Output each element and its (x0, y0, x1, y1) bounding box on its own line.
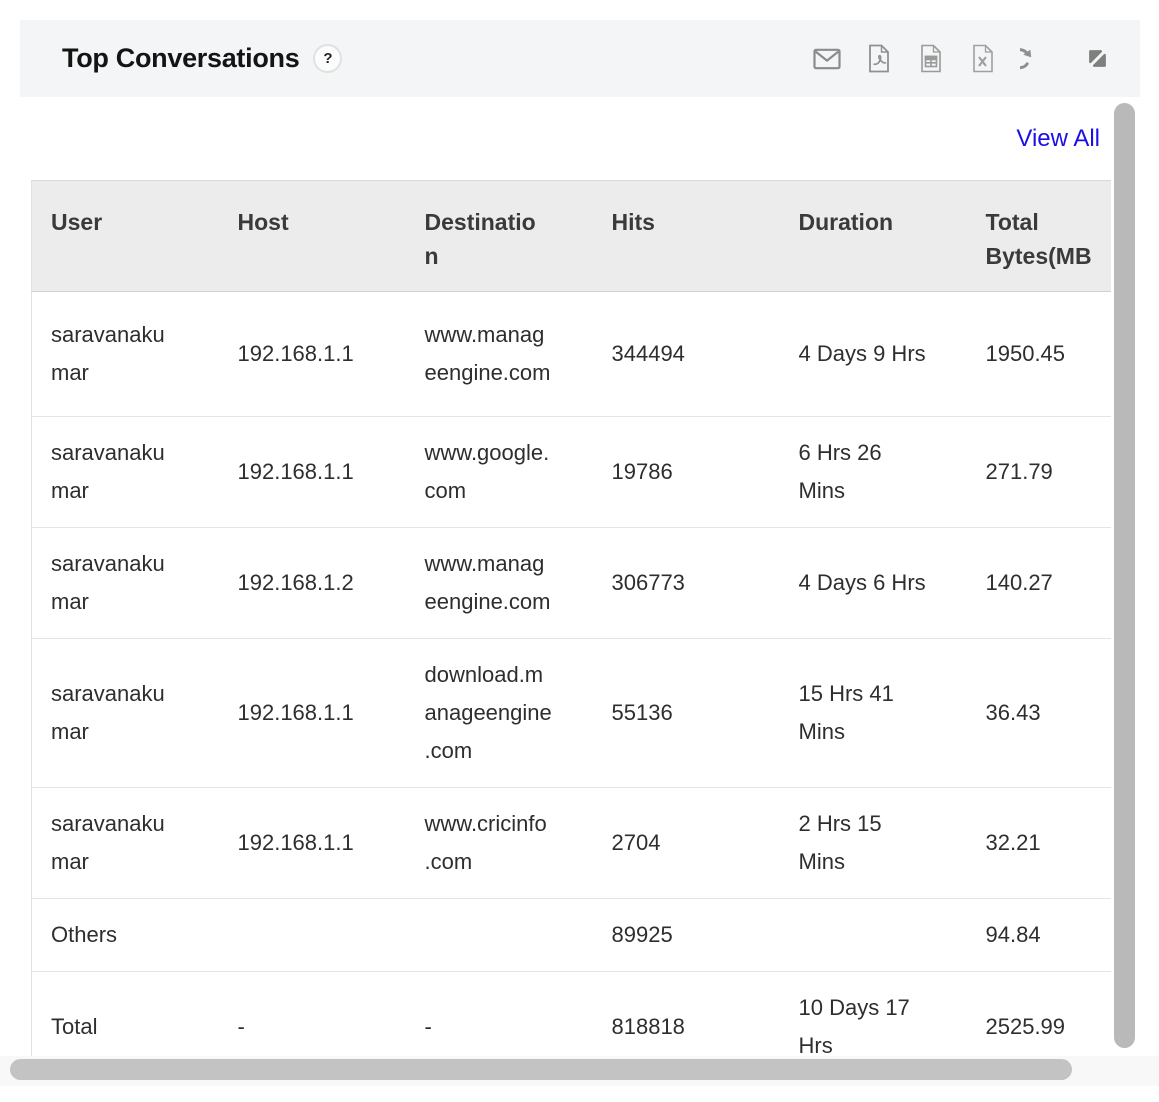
vertical-scrollbar-thumb[interactable] (1114, 103, 1135, 1048)
widget-body: View All User Host Destination Hits Dura… (20, 97, 1140, 1056)
cell-duration: 4 Days 9 Hrs (779, 291, 967, 417)
cell-hits: 306773 (592, 527, 780, 639)
table-row: saravanakumar 192.168.1.1 download.manag… (31, 638, 1111, 788)
table-row-others: Others 89925 94.84 (31, 898, 1111, 972)
help-icon[interactable]: ? (313, 44, 343, 73)
table-row: saravanakumar 192.168.1.1 www.google.com… (31, 416, 1111, 528)
cell-host: 192.168.1.1 (218, 416, 406, 528)
cell-user: saravanakumar (31, 787, 219, 899)
col-header-hits: Hits (592, 180, 780, 292)
cell-total-bytes: 1950.45 (966, 291, 1111, 417)
cell-hits: 89925 (592, 898, 780, 972)
cell-destination: www.cricinfo.com (405, 787, 593, 899)
cell-hits: 818818 (592, 971, 780, 1056)
col-header-total-bytes: Total Bytes(MB (966, 180, 1111, 292)
table-row: saravanakumar 192.168.1.1 www.cricinfo.c… (31, 787, 1111, 899)
cell-destination: www.manageengine.com (405, 291, 593, 417)
cell-host: 192.168.1.2 (218, 527, 406, 639)
cell-host: 192.168.1.1 (218, 291, 406, 417)
cell-user: Others (31, 898, 219, 972)
cell-destination (405, 898, 593, 972)
cell-destination: - (405, 971, 593, 1056)
view-all-link[interactable]: View All (1016, 124, 1100, 152)
horizontal-scrollbar-thumb[interactable] (10, 1059, 1072, 1080)
view-all-row: View All (20, 97, 1112, 180)
cell-total-bytes: 271.79 (966, 416, 1111, 528)
cell-total-bytes: 140.27 (966, 527, 1111, 639)
cell-duration: 6 Hrs 26 Mins (779, 416, 967, 528)
cell-user: saravanakumar (31, 638, 219, 788)
table-row: saravanakumar 192.168.1.2 www.manageengi… (31, 527, 1111, 639)
cell-user: saravanakumar (31, 527, 219, 639)
conversations-table: User Host Destination Hits Duration Tota… (31, 180, 1111, 1056)
cell-host (218, 898, 406, 972)
email-icon[interactable] (812, 44, 842, 74)
col-header-host: Host (218, 180, 406, 292)
cell-user: saravanakumar (31, 416, 219, 528)
vertical-scrollbar-track (1112, 97, 1140, 1056)
cell-destination: www.manageengine.com (405, 527, 593, 639)
table-row: saravanakumar 192.168.1.1 www.manageengi… (31, 291, 1111, 417)
col-header-user: User (31, 180, 219, 292)
cell-duration: 15 Hrs 41 Mins (779, 638, 967, 788)
col-header-destination: Destination (405, 180, 593, 292)
cell-total-bytes: 32.21 (966, 787, 1111, 899)
cell-hits: 344494 (592, 291, 780, 417)
widget-content: View All User Host Destination Hits Dura… (20, 97, 1112, 1056)
cell-hits: 55136 (592, 638, 780, 788)
refresh-icon[interactable] (1020, 44, 1050, 74)
widget-header: Top Conversations ? (20, 20, 1140, 97)
cell-hits: 19786 (592, 416, 780, 528)
col-header-duration: Duration (779, 180, 967, 292)
cell-total-bytes: 2525.99 (966, 971, 1111, 1056)
top-conversations-widget: Top Conversations ? (20, 20, 1140, 1056)
cell-hits: 2704 (592, 787, 780, 899)
table-scroll-area[interactable]: User Host Destination Hits Duration Tota… (31, 180, 1111, 1056)
widget-toolbar (812, 44, 1112, 74)
cell-duration: 2 Hrs 15 Mins (779, 787, 967, 899)
horizontal-scrollbar-track (0, 1056, 1159, 1086)
cell-user: Total (31, 971, 219, 1056)
cell-host: 192.168.1.1 (218, 638, 406, 788)
cell-total-bytes: 94.84 (966, 898, 1111, 972)
table-header-row: User Host Destination Hits Duration Tota… (31, 180, 1111, 292)
cell-host: - (218, 971, 406, 1056)
table-row-total: Total - - 818818 10 Days 17 Hrs 2525.99 (31, 971, 1111, 1056)
cell-host: 192.168.1.1 (218, 787, 406, 899)
cell-duration: 4 Days 6 Hrs (779, 527, 967, 639)
widget-title: Top Conversations (62, 43, 300, 73)
csv-export-icon[interactable] (916, 44, 946, 74)
cell-duration: 10 Days 17 Hrs (779, 971, 967, 1056)
cell-total-bytes: 36.43 (966, 638, 1111, 788)
xls-export-icon[interactable] (968, 44, 998, 74)
pdf-export-icon[interactable] (864, 44, 894, 74)
cell-user: saravanakumar (31, 291, 219, 417)
cell-duration (779, 898, 967, 972)
cell-destination: www.google.com (405, 416, 593, 528)
resize-icon[interactable] (1082, 44, 1112, 74)
cell-destination: download.manageengine.com (405, 638, 593, 788)
